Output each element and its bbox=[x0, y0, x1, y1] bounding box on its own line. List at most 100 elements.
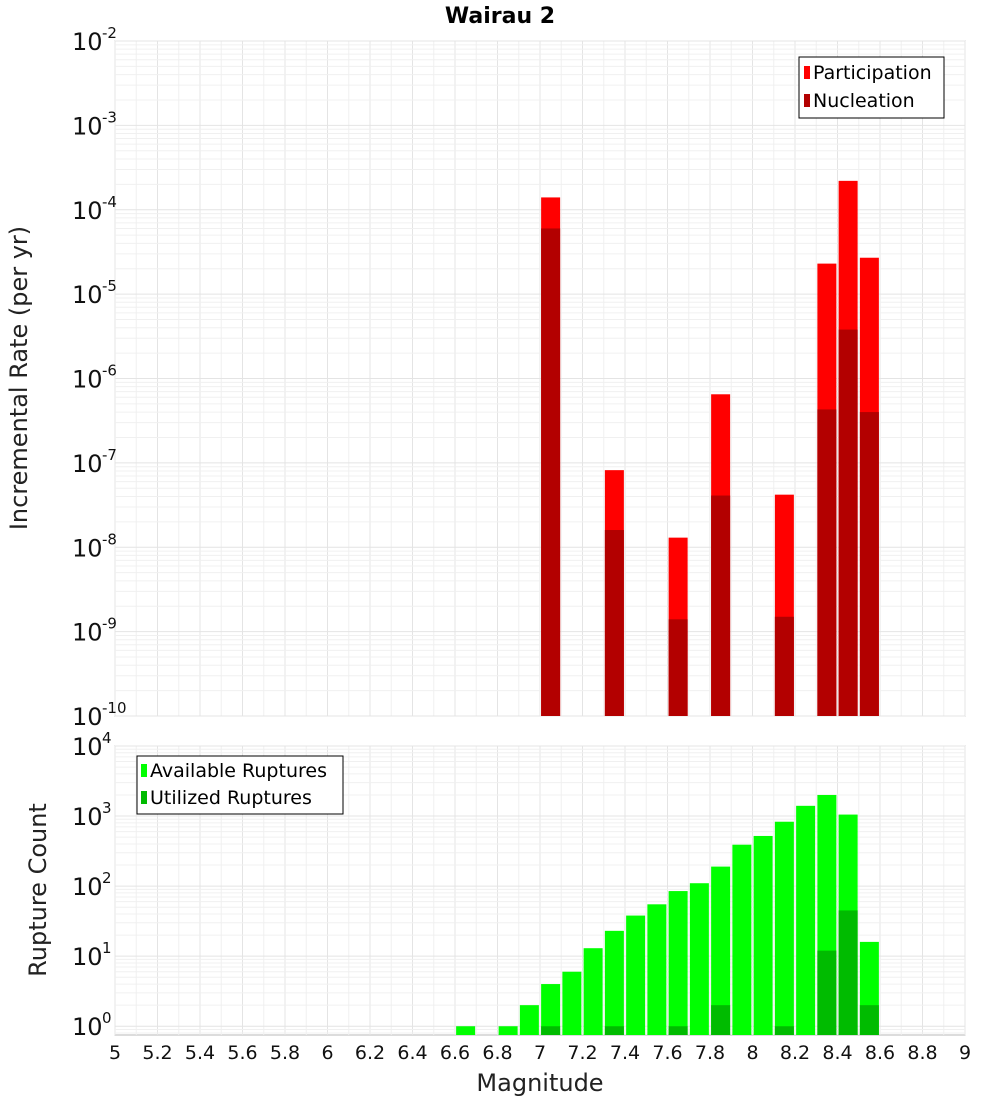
y-tick-exponent: -3 bbox=[102, 108, 117, 126]
bar-utilized-ruptures bbox=[774, 1026, 794, 1035]
legend-swatch-nucleation bbox=[804, 94, 810, 107]
bar-nucleation bbox=[604, 530, 624, 716]
x-tick-label: 6 bbox=[321, 1042, 333, 1064]
bar-available-ruptures bbox=[689, 883, 709, 1035]
x-tick-label: 8.4 bbox=[822, 1042, 852, 1064]
top-legend: Participation Nucleation bbox=[798, 56, 945, 119]
chart-title: Wairau 2 bbox=[445, 4, 555, 29]
bar-available-ruptures bbox=[774, 821, 794, 1035]
y-tick-label: 10 bbox=[72, 450, 103, 478]
x-tick-label: 6.6 bbox=[440, 1042, 470, 1064]
bar-utilized-ruptures bbox=[604, 1026, 624, 1035]
bar-available-ruptures bbox=[604, 930, 624, 1035]
bar-utilized-ruptures bbox=[859, 1005, 879, 1035]
bottom-bars bbox=[456, 794, 879, 1035]
x-tick-label: 7.8 bbox=[695, 1042, 725, 1064]
y-tick-label: 10 bbox=[72, 943, 103, 971]
y-tick-exponent: -9 bbox=[102, 615, 117, 633]
x-tick-label: 7.6 bbox=[652, 1042, 682, 1064]
top-legend-box bbox=[798, 56, 945, 119]
x-tick-label: 6.8 bbox=[482, 1042, 512, 1064]
legend-swatch-participation bbox=[804, 66, 810, 79]
bottom-grid bbox=[114, 745, 966, 1035]
y-tick-exponent: -8 bbox=[102, 530, 117, 548]
top-y-axis-label: Incremental Rate (per yr) bbox=[5, 226, 33, 530]
bar-available-ruptures bbox=[753, 835, 773, 1035]
x-tick-label: 7 bbox=[534, 1042, 546, 1064]
bar-available-ruptures bbox=[519, 1005, 539, 1035]
y-tick-exponent: 1 bbox=[102, 939, 112, 957]
y-tick-exponent: 4 bbox=[102, 729, 112, 747]
bar-utilized-ruptures bbox=[711, 1005, 731, 1035]
x-tick-label: 5.6 bbox=[227, 1042, 257, 1064]
y-tick-exponent: -5 bbox=[102, 277, 117, 295]
y-tick-exponent: -4 bbox=[102, 193, 117, 211]
x-tick-label: 5.4 bbox=[185, 1042, 215, 1064]
y-tick-exponent: -2 bbox=[102, 24, 117, 42]
y-tick-label: 10 bbox=[72, 197, 103, 225]
bar-utilized-ruptures bbox=[668, 1026, 688, 1035]
bar-utilized-ruptures bbox=[817, 950, 837, 1035]
bar-nucleation bbox=[541, 228, 561, 716]
bar-nucleation bbox=[711, 495, 731, 716]
top-bars bbox=[541, 180, 879, 717]
bar-nucleation bbox=[859, 412, 879, 716]
bar-available-ruptures bbox=[562, 971, 582, 1035]
bar-utilized-ruptures bbox=[541, 1026, 561, 1035]
legend-swatch-available-ruptures bbox=[141, 764, 147, 777]
y-tick-label: 10 bbox=[72, 873, 103, 901]
x-tick-label: 5 bbox=[109, 1042, 121, 1064]
bar-available-ruptures bbox=[732, 844, 752, 1035]
legend-label-utilized-ruptures: Utilized Ruptures bbox=[150, 787, 312, 809]
legend-label-available-ruptures: Available Ruptures bbox=[150, 760, 327, 782]
bar-available-ruptures bbox=[647, 904, 667, 1035]
y-tick-label: 10 bbox=[72, 803, 103, 831]
bar-available-ruptures bbox=[456, 1026, 476, 1035]
bottom-legend: Available Ruptures Utilized Ruptures bbox=[136, 755, 344, 815]
x-axis-label: Magnitude bbox=[476, 1069, 603, 1097]
x-tick-label: 7.2 bbox=[567, 1042, 597, 1064]
y-tick-exponent: 3 bbox=[102, 799, 112, 817]
y-tick-exponent: 2 bbox=[102, 869, 112, 887]
bottom-legend-box bbox=[136, 755, 344, 815]
bar-utilized-ruptures bbox=[838, 910, 858, 1035]
bar-available-ruptures bbox=[541, 984, 561, 1035]
y-tick-label: 10 bbox=[72, 534, 103, 562]
bar-available-ruptures bbox=[498, 1026, 518, 1035]
x-tick-label: 6.4 bbox=[397, 1042, 427, 1064]
y-tick-exponent: 0 bbox=[102, 1009, 112, 1027]
legend-swatch-utilized-ruptures bbox=[141, 791, 147, 804]
y-tick-exponent: -6 bbox=[102, 362, 117, 380]
x-tick-label: 5.8 bbox=[270, 1042, 300, 1064]
y-tick-label: 10 bbox=[72, 619, 103, 647]
x-tick-label: 8.8 bbox=[907, 1042, 937, 1064]
legend-label-participation: Participation bbox=[813, 62, 932, 84]
bar-available-ruptures bbox=[668, 891, 688, 1035]
bar-nucleation bbox=[668, 619, 688, 716]
y-tick-label: 10 bbox=[72, 112, 103, 140]
x-ticks: 5 5.2 5.4 5.6 5.8 6 6.2 6.4 6.6 6.8 7 7.2 7.4 7.6 7.8 8… bbox=[109, 1042, 971, 1064]
x-tick-label: 6.2 bbox=[355, 1042, 385, 1064]
y-tick-label: 10 bbox=[72, 733, 103, 761]
bar-available-ruptures bbox=[626, 915, 646, 1035]
y-tick-exponent: -10 bbox=[102, 699, 127, 717]
legend-label-nucleation: Nucleation bbox=[813, 90, 915, 112]
y-tick-label: 10 bbox=[72, 281, 103, 309]
x-tick-label: 5.2 bbox=[142, 1042, 172, 1064]
y-tick-label: 10 bbox=[72, 1013, 103, 1041]
bar-available-ruptures bbox=[583, 948, 603, 1035]
top-grid bbox=[114, 40, 966, 717]
bar-nucleation bbox=[838, 329, 858, 716]
bar-available-ruptures bbox=[711, 866, 731, 1035]
x-tick-label: 8 bbox=[746, 1042, 758, 1064]
y-tick-exponent: -7 bbox=[102, 446, 117, 464]
y-tick-label: 10 bbox=[72, 703, 103, 731]
x-tick-label: 8.6 bbox=[865, 1042, 895, 1064]
x-tick-label: 9 bbox=[959, 1042, 971, 1064]
bar-nucleation bbox=[774, 616, 794, 716]
